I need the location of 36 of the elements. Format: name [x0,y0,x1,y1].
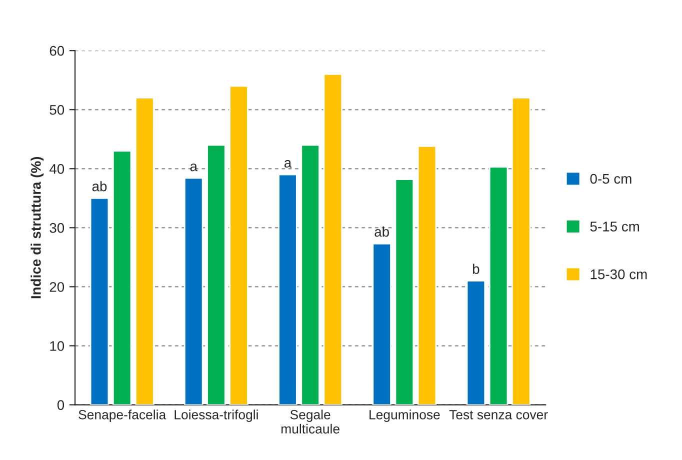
bar [488,166,508,405]
x-tick-label: Loiessa-trifogli [174,410,258,422]
bar [394,178,414,405]
bar [278,174,298,405]
data-label: a [190,164,198,172]
x-tick-label: Test senza cover [449,410,548,420]
y-tick-label: 50 [50,104,64,115]
bar [300,144,320,405]
bar [90,197,110,405]
bar [466,280,486,405]
x-tick-label: Leguminose [370,410,440,422]
legend-label: 0-5 cm [590,174,632,184]
data-label: ab [92,181,107,192]
data-label: a [284,160,292,168]
x-tick-label: Segale multicaule [281,410,340,434]
y-tick-label: 40 [49,164,64,174]
bar [417,146,437,405]
y-tick-label: 20 [50,282,64,292]
x-tick-label: Senape-facelia [78,410,166,422]
bar [112,150,132,405]
y-tick-label: 0 [57,400,64,410]
legend-label: 15-30 cm [590,269,647,280]
bar [372,242,392,405]
bar [206,144,226,405]
y-tick-label: 30 [50,223,64,233]
data-label: b [472,264,480,274]
data-label: ab [374,226,389,237]
legend-label: 5-15 cm [590,222,639,232]
bar [229,85,248,405]
bar [135,97,154,405]
y-tick-label: 10 [50,341,64,351]
bar [511,97,531,405]
y-tick-label: 60 [50,46,64,56]
y-axis-title: Indice di struttura (%) [30,157,44,298]
bar [323,74,343,405]
bar [184,177,204,405]
